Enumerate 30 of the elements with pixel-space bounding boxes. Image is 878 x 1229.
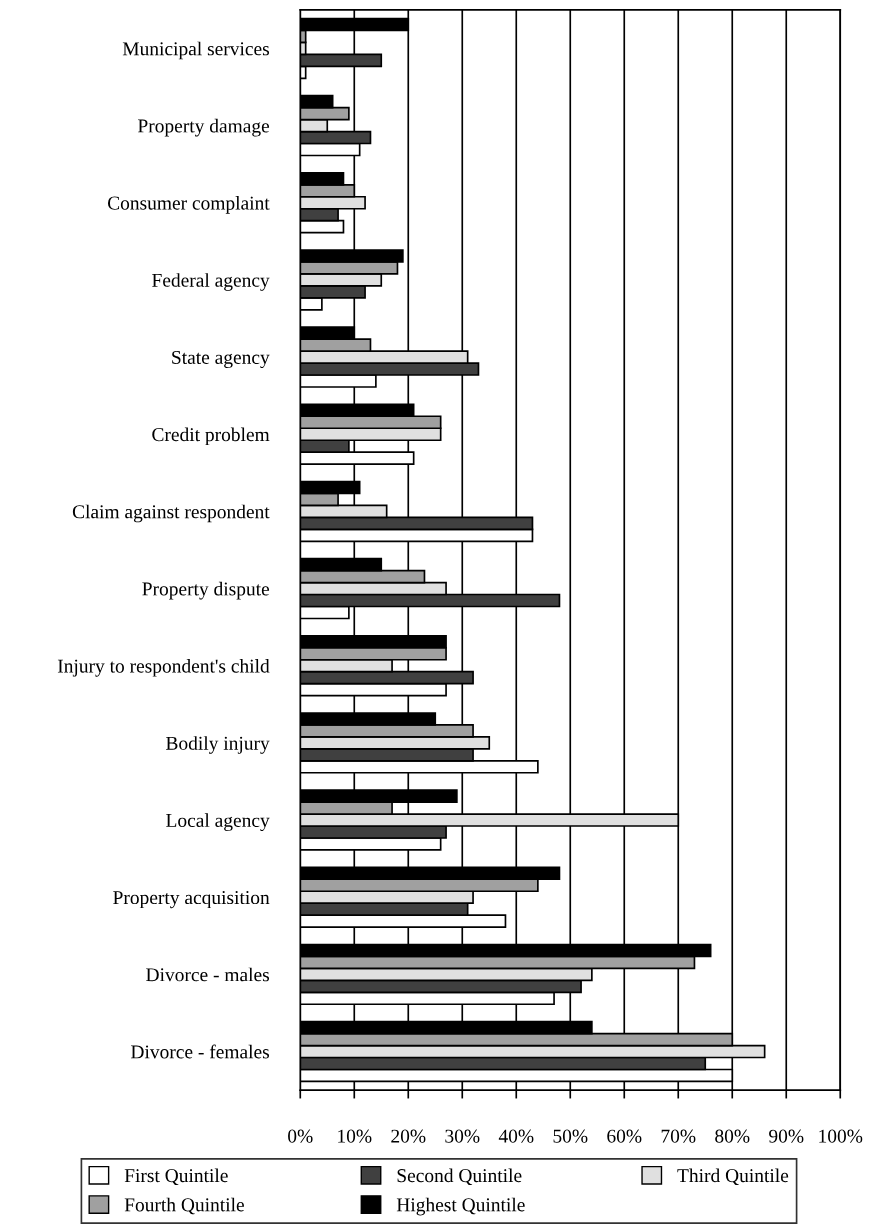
y-tick-label: Consumer complaint <box>107 195 270 214</box>
y-tick-label: Property damage <box>137 118 270 137</box>
x-tick-label: 20% <box>391 1129 426 1143</box>
x-tick-label: 40% <box>498 1129 534 1143</box>
x-tick-label: 10% <box>338 1129 372 1143</box>
y-tick-label: Divorce - females <box>130 1044 270 1059</box>
x-tick-label: 50% <box>553 1129 588 1143</box>
y-tick-label: Bodily injury <box>166 736 270 754</box>
y-tick-label: Property acquisition <box>113 891 270 909</box>
y-tick-label: Property dispute <box>142 581 270 600</box>
x-tick-label: 90% <box>769 1129 804 1143</box>
x-tick-label: 60% <box>607 1129 642 1143</box>
legend-label: Fourth Quintile <box>124 1197 244 1215</box>
y-tick-label: Divorce - males <box>146 967 270 982</box>
y-tick-label: Credit problem <box>152 427 270 446</box>
x-tick-label: 100% <box>819 1129 863 1143</box>
y-tick-label: Injury to respondent's child <box>57 658 270 677</box>
y-tick-label: Local agency <box>166 813 270 831</box>
legend-label: Third Quintile <box>677 1168 789 1186</box>
legend-label: Second Quintile <box>397 1168 522 1186</box>
y-tick-label: Federal agency <box>152 273 270 291</box>
x-tick-label: 0% <box>288 1129 313 1143</box>
x-tick-label: 70% <box>661 1129 696 1143</box>
x-tick-label: 80% <box>715 1129 750 1143</box>
legend-label: First Quintile <box>124 1168 228 1186</box>
y-tick-label: Claim against respondent <box>72 504 270 523</box>
x-tick-label: 30% <box>445 1129 480 1143</box>
y-tick-label: Municipal services <box>122 41 270 60</box>
legend-label: Highest Quintile <box>396 1197 525 1216</box>
y-tick-label: State agency <box>172 350 270 368</box>
